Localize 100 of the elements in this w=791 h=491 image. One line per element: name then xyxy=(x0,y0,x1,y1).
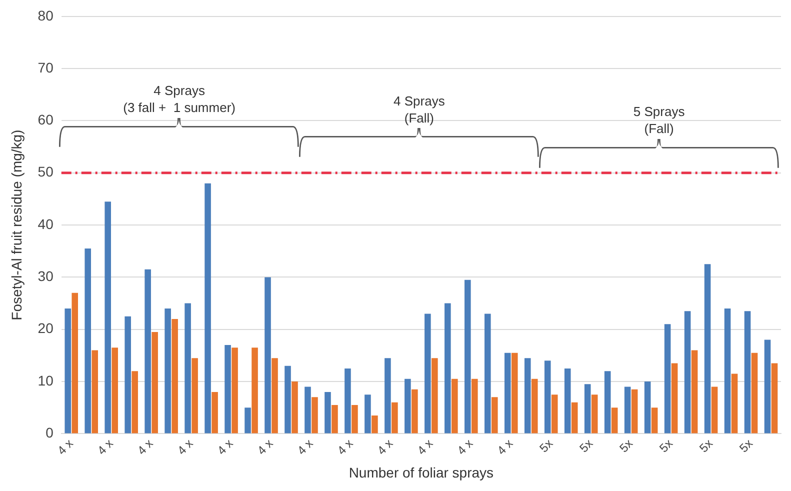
bar xyxy=(172,318,178,434)
bar xyxy=(244,408,251,434)
bar xyxy=(571,402,578,434)
bar xyxy=(584,384,591,434)
bar xyxy=(304,386,311,434)
bar xyxy=(232,348,238,434)
bar xyxy=(564,368,571,434)
x-tick-label: 4 x xyxy=(214,436,236,458)
bar xyxy=(152,332,158,434)
x-tick-label: 4 x xyxy=(374,436,396,458)
bar xyxy=(224,345,231,434)
y-tick-label: 10 xyxy=(38,372,54,388)
bar xyxy=(384,358,391,434)
bar xyxy=(531,378,538,434)
bar xyxy=(104,202,111,434)
bar xyxy=(212,392,218,434)
bar xyxy=(424,314,431,434)
bar xyxy=(504,352,511,434)
x-tick-label: 4 x xyxy=(294,436,316,458)
bar xyxy=(204,183,211,434)
bar xyxy=(372,415,378,434)
x-tick-label: 4 x xyxy=(334,436,356,458)
bar xyxy=(64,308,72,434)
bar xyxy=(284,366,291,434)
y-tick-label: 50 xyxy=(38,164,54,180)
bar xyxy=(324,392,331,434)
bar xyxy=(464,280,471,434)
x-tick-label: 4 x xyxy=(494,436,516,458)
bar xyxy=(192,358,198,434)
bar xyxy=(404,378,411,434)
bar xyxy=(84,248,92,434)
bar xyxy=(252,348,258,434)
bar xyxy=(604,371,611,434)
x-tick-label: 4 x xyxy=(454,436,476,458)
x-axis-title: Number of foliar sprays xyxy=(348,464,494,480)
bar xyxy=(671,363,678,434)
bar xyxy=(644,382,651,434)
bar xyxy=(724,308,731,434)
y-tick-label: 60 xyxy=(38,112,54,128)
y-tick-label: 40 xyxy=(38,216,54,232)
x-tick-label: 4 x xyxy=(254,436,276,458)
bar xyxy=(631,389,638,434)
bar xyxy=(591,394,598,434)
x-tick-label: 4 x xyxy=(94,436,116,458)
bar xyxy=(484,314,491,434)
bar xyxy=(731,374,738,434)
bar xyxy=(312,397,318,434)
y-tick-label: 0 xyxy=(46,424,54,441)
bar xyxy=(264,277,271,434)
bar xyxy=(492,397,498,434)
x-tick-label: 4 x xyxy=(134,436,156,458)
bar xyxy=(164,308,171,434)
bar xyxy=(392,402,398,434)
bar xyxy=(332,405,338,434)
bar xyxy=(124,316,131,434)
x-tick-label: 5x xyxy=(536,436,556,456)
bar xyxy=(112,348,118,434)
bar xyxy=(444,303,451,434)
bar xyxy=(704,264,711,434)
y-tick-label: 70 xyxy=(38,59,54,76)
bar xyxy=(764,340,771,434)
x-tick-label: 5x xyxy=(576,436,596,456)
x-tick-label: 5x xyxy=(656,436,676,456)
bar xyxy=(92,350,98,434)
bar xyxy=(344,368,351,434)
bar xyxy=(472,378,478,434)
bar xyxy=(132,371,138,434)
annotation: 4 Sprays (Fall) xyxy=(394,93,446,126)
bar xyxy=(751,352,758,434)
y-axis-title: Fosetyl-Al fruit residue (mg/kg) xyxy=(8,130,24,320)
bar xyxy=(544,360,551,434)
bar xyxy=(624,386,631,434)
x-tick-label: 5x xyxy=(696,436,716,456)
bar xyxy=(524,358,531,434)
bar xyxy=(691,350,698,434)
bar xyxy=(651,408,658,434)
x-tick-label: 4 x xyxy=(414,436,436,458)
y-tick-label: 80 xyxy=(38,7,54,24)
bar xyxy=(684,311,691,434)
bar xyxy=(292,382,298,434)
bar xyxy=(664,324,671,434)
annotation: 4 Sprays (3 fall + 1 summer) xyxy=(123,82,236,115)
annotation: 5 Sprays (Fall) xyxy=(633,104,686,136)
bar xyxy=(364,394,371,434)
bar xyxy=(744,311,751,434)
bar xyxy=(272,358,278,434)
x-tick-label: 5x xyxy=(736,436,756,456)
bar xyxy=(432,358,438,434)
x-tick-label: 5x xyxy=(616,436,636,456)
bar xyxy=(144,269,151,434)
x-tick-label: 4 x xyxy=(54,436,76,458)
y-tick-label: 30 xyxy=(38,268,54,284)
x-tick-label: 4 x xyxy=(174,436,196,458)
bar xyxy=(551,394,558,434)
bar xyxy=(72,292,78,434)
bar xyxy=(711,386,718,434)
bar xyxy=(611,408,618,434)
bar xyxy=(352,405,358,434)
bar xyxy=(771,363,778,434)
y-tick-label: 20 xyxy=(38,320,54,336)
